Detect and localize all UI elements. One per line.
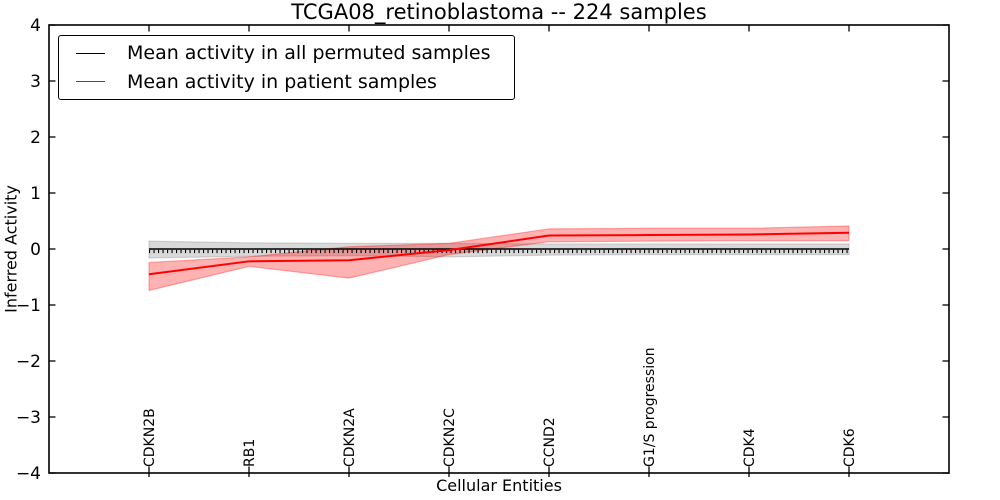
- y-tick-label: −1: [16, 296, 41, 316]
- x-tick-label: CCND2: [542, 417, 558, 467]
- x-tick-label: CDKN2A: [342, 408, 358, 467]
- chart-title: TCGA08_retinoblastoma -- 224 samples: [291, 0, 707, 24]
- legend-label-patient: Mean activity in patient samples: [127, 70, 437, 93]
- x-tick-label: CDK4: [742, 428, 758, 467]
- legend-label-permuted: Mean activity in all permuted samples: [127, 42, 491, 65]
- y-tick-label: 1: [30, 184, 41, 204]
- y-tick-label: 3: [30, 72, 41, 92]
- x-axis-label: Cellular Entities: [436, 476, 562, 495]
- patient-mean-line: [148, 231, 850, 276]
- y-tick-label: 4: [30, 16, 41, 36]
- y-axis-label: Inferred Activity: [1, 185, 21, 313]
- y-tick-label: −2: [16, 352, 41, 372]
- y-tick-label: 2: [30, 128, 41, 148]
- x-tick-label: CDKN2B: [142, 408, 158, 467]
- legend-line-permuted-swatch: [76, 52, 105, 54]
- x-tick-label: RB1: [242, 439, 258, 467]
- legend-entry-permuted: Mean activity in all permuted samples: [59, 39, 514, 67]
- legend-entry-patient: Mean activity in patient samples: [59, 68, 514, 96]
- y-tick-label: −4: [16, 464, 41, 484]
- x-tick-label: CDKN2C: [442, 408, 458, 467]
- legend-line-patient-swatch: [76, 81, 105, 83]
- x-tick-label: G1/S progression: [642, 347, 658, 467]
- x-tick-label: CDK6: [842, 428, 858, 467]
- legend: Mean activity in all permuted samples Me…: [58, 35, 515, 100]
- y-tick-label: −3: [16, 408, 41, 428]
- y-tick-label: 0: [30, 240, 41, 260]
- band-series-1: [148, 225, 850, 292]
